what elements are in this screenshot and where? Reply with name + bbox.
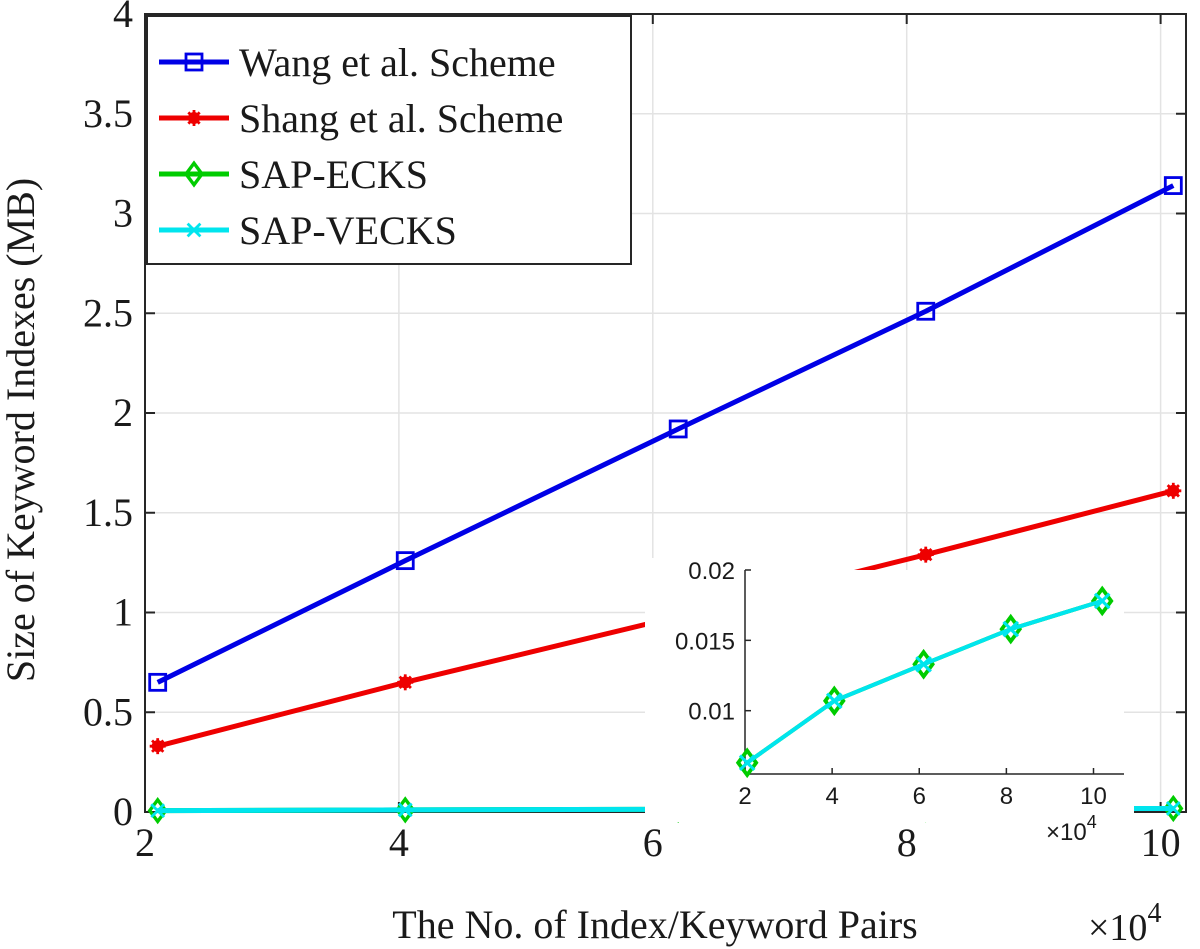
x-exponent-power: 4	[1147, 898, 1161, 929]
inset-x-tick-label: 10	[1080, 783, 1107, 810]
marker-square	[148, 672, 168, 692]
series-line	[156, 183, 1175, 685]
legend-marker	[184, 52, 204, 72]
legend-box	[146, 15, 632, 265]
inset-data-point	[825, 692, 843, 710]
y-tick-label: 1.5	[83, 490, 133, 535]
marker-x	[738, 754, 756, 772]
x-tick-label: 8	[897, 820, 917, 865]
inset-label-backdrop	[645, 558, 745, 822]
data-point	[395, 551, 415, 571]
marker-square	[668, 419, 688, 439]
data-point	[149, 738, 166, 755]
inset-y-tick-label: 0.015	[675, 628, 735, 655]
marker-ray	[187, 111, 201, 125]
inset-x-exponent: ×104	[1046, 812, 1097, 846]
x-tick-label: 4	[389, 820, 409, 865]
x-axis-label: The No. of Index/Keyword Pairs	[392, 902, 917, 947]
marker-square	[395, 551, 415, 571]
x-tick-label: 6	[643, 820, 663, 865]
inset-data-point	[738, 754, 756, 772]
legend-item-wang-et-al-scheme: Wang et al. Scheme	[159, 40, 556, 85]
inset-y-tick-label: 0.02	[688, 558, 735, 585]
inset-x-tick-label: 4	[825, 783, 838, 810]
y-tick-label: 2.5	[83, 290, 133, 335]
legend-item-sap-vecks: SAP-VECKS	[159, 208, 457, 253]
marker-x	[186, 222, 202, 238]
marker-square	[184, 52, 204, 72]
inset-x-tick-label: 8	[1000, 783, 1013, 810]
marker-ray	[1166, 484, 1180, 498]
data-point	[397, 802, 413, 818]
inset-label-backdrop	[735, 774, 1134, 822]
y-tick-label: 1	[113, 590, 133, 635]
data-point	[916, 301, 936, 321]
inset-data-point	[915, 655, 932, 673]
y-tick-label: 4	[113, 0, 133, 36]
marker-square	[1163, 176, 1183, 195]
marker-ray	[151, 739, 165, 753]
data-point	[1165, 482, 1182, 499]
marker-x	[1002, 620, 1020, 638]
y-tick-label: 0.5	[83, 689, 133, 734]
marker-x	[825, 692, 843, 710]
y-axis-label: Size of Keyword Indexes (MB)	[0, 178, 43, 682]
legend-label: SAP-ECKS	[239, 152, 428, 197]
data-point	[1165, 801, 1181, 816]
marker-diamond	[183, 160, 205, 188]
legend: Wang et al. Scheme Shang et al. Scheme SAP…	[146, 15, 632, 265]
data-point	[148, 672, 168, 692]
data-point	[150, 803, 166, 819]
marker-x	[1165, 801, 1181, 816]
marker-x	[397, 802, 413, 818]
x-exponent-label: ×104	[1088, 898, 1161, 949]
inset-series-sap-vecks	[738, 592, 1111, 772]
legend-item-sap-ecks: SAP-ECKS	[159, 152, 428, 197]
y-tick-label: 3	[113, 191, 133, 236]
series-wang-et-al-scheme	[148, 176, 1183, 692]
inset-plot-area	[745, 570, 1124, 774]
legend-marker	[183, 160, 205, 188]
data-point	[1163, 176, 1183, 195]
data-point	[397, 674, 414, 691]
y-tick-label: 2	[113, 390, 133, 435]
inset-x-tick-label: 6	[913, 783, 926, 810]
marker-x	[150, 803, 166, 819]
legend-marker	[186, 222, 202, 238]
inset-data-point	[1002, 620, 1020, 638]
inset-x-exponent-power: 4	[1087, 812, 1097, 832]
legend-label: SAP-VECKS	[239, 208, 457, 253]
marker-square	[916, 301, 936, 321]
inset-data-point	[1093, 592, 1111, 610]
marker-x	[1093, 592, 1111, 610]
inset-x-exponent-base: ×10	[1046, 819, 1087, 846]
x-tick-label: 10	[1141, 820, 1181, 865]
legend-label: Wang et al. Scheme	[239, 40, 556, 85]
legend-label: Shang et al. Scheme	[239, 96, 563, 141]
legend-marker	[186, 110, 202, 126]
legend-item-shang-et-al-scheme: Shang et al. Scheme	[159, 96, 563, 141]
marker-x	[915, 655, 932, 673]
y-tick-label: 3.5	[83, 91, 133, 136]
marker-ray	[398, 675, 412, 689]
data-point	[917, 546, 934, 563]
inset-x-tick-label: 2	[738, 783, 751, 810]
inset-y-tick-label: 0.01	[688, 699, 735, 726]
data-point	[668, 419, 688, 439]
y-tick-label: 0	[113, 789, 133, 834]
marker-ray	[919, 547, 933, 562]
x-tick-label: 2	[135, 820, 155, 865]
